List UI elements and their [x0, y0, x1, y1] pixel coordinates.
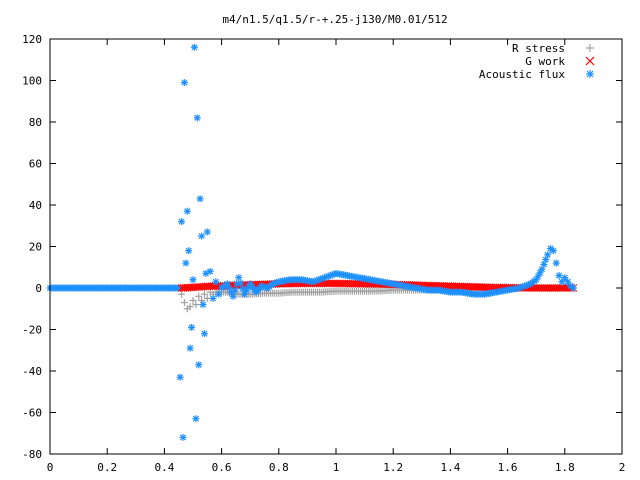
data-point [215, 290, 223, 298]
plot-frame [49, 38, 623, 455]
data-point [182, 259, 190, 267]
series-acoustic-flux-baseline [46, 284, 183, 292]
data-point [203, 228, 211, 236]
data-point [206, 267, 214, 275]
data-point [188, 323, 196, 331]
x-tick-label: 0.2 [97, 461, 117, 474]
y-tick-label: 40 [29, 199, 42, 212]
data-point [193, 114, 201, 122]
x-axis: 0 0.2 0.4 0.6 0.8 1 1.2 1.4 1.6 1.8 2 [47, 39, 626, 474]
y-tick-label: -20 [22, 324, 42, 337]
data-point [235, 274, 243, 282]
data-point [564, 278, 572, 286]
data-point [196, 195, 204, 203]
legend-label: G work [525, 55, 565, 68]
data-point [549, 247, 557, 255]
data-point [189, 296, 197, 304]
y-axis: -80 -60 -40 -20 0 20 40 60 80 100 120 [22, 33, 622, 461]
data-point [192, 301, 200, 309]
data-point [195, 361, 203, 369]
data-point [176, 373, 184, 381]
x-tick-label: 0 [47, 461, 54, 474]
legend-marker [585, 56, 595, 66]
plot-area [46, 43, 578, 441]
x-tick-label: 1.2 [383, 461, 403, 474]
x-tick-label: 0.6 [212, 461, 232, 474]
data-point [233, 280, 241, 288]
data-point [569, 284, 577, 292]
data-point [200, 290, 208, 298]
legend-label: Acoustic flux [479, 68, 565, 81]
y-tick-label: -80 [22, 448, 42, 461]
data-point [209, 294, 217, 302]
y-tick-label: 80 [29, 116, 42, 129]
y-tick-label: 100 [22, 75, 42, 88]
x-tick-label: 0.4 [154, 461, 174, 474]
data-point [186, 303, 194, 311]
data-point [200, 330, 208, 338]
x-tick-label: 1.8 [555, 461, 575, 474]
data-point [552, 259, 560, 267]
y-tick-label: 0 [35, 282, 42, 295]
data-point [178, 218, 186, 226]
y-tick-label: -40 [22, 365, 42, 378]
data-point [189, 276, 197, 284]
data-point [190, 43, 198, 51]
data-point [186, 344, 194, 352]
data-point [185, 247, 193, 255]
data-point [192, 415, 200, 423]
data-point [212, 278, 220, 286]
chart-title: m4/n1.5/q1.5/r-+.25-j130/M0.01/512 [222, 13, 447, 26]
data-point [179, 433, 187, 441]
data-point [178, 290, 186, 298]
data-point [561, 274, 569, 282]
data-point [540, 260, 548, 268]
data-point [229, 292, 237, 300]
data-point [544, 251, 552, 259]
legend-label: R stress [512, 42, 565, 55]
legend-marker [586, 44, 594, 52]
data-point [231, 286, 239, 294]
data-point [198, 232, 206, 240]
x-tick-label: 2 [619, 461, 626, 474]
series-acoustic-flux [176, 43, 577, 441]
data-point [180, 79, 188, 87]
y-tick-label: -60 [22, 407, 42, 420]
data-point [183, 207, 191, 215]
y-tick-label: 120 [22, 33, 42, 46]
data-point [555, 272, 563, 280]
x-tick-label: 1.4 [440, 461, 460, 474]
data-point [237, 279, 245, 287]
x-tick-label: 1.6 [498, 461, 518, 474]
data-point [180, 299, 188, 307]
legend-marker [586, 70, 594, 78]
x-tick-label: 0.8 [269, 461, 289, 474]
data-point [195, 292, 203, 300]
data-point [199, 301, 207, 309]
x-tick-label: 1 [333, 461, 340, 474]
y-tick-label: 60 [29, 158, 42, 171]
y-tick-label: 20 [29, 241, 42, 254]
